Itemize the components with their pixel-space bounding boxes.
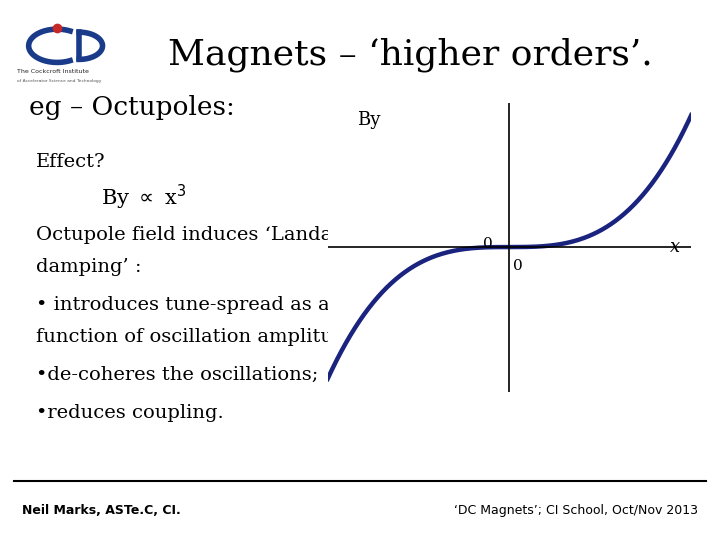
Text: By $\propto$ x$^3$: By $\propto$ x$^3$ (101, 183, 186, 212)
Text: • introduces tune-spread as a: • introduces tune-spread as a (36, 296, 330, 314)
Text: 0: 0 (483, 237, 493, 251)
Text: Octupole field induces ‘Landau: Octupole field induces ‘Landau (36, 226, 345, 244)
Text: x: x (670, 238, 680, 256)
Text: Magnets – ‘higher orders’.: Magnets – ‘higher orders’. (168, 38, 653, 72)
Text: ‘DC Magnets’; CI School, Oct/Nov 2013: ‘DC Magnets’; CI School, Oct/Nov 2013 (454, 504, 698, 517)
Text: of Accelerator Science and Technology: of Accelerator Science and Technology (17, 79, 102, 83)
Text: eg – Octupoles:: eg – Octupoles: (29, 96, 235, 120)
Text: Effect?: Effect? (36, 153, 106, 171)
Text: By: By (356, 111, 380, 129)
Text: function of oscillation amplitude;: function of oscillation amplitude; (36, 328, 364, 347)
Text: damping’ :: damping’ : (36, 258, 142, 276)
Text: Neil Marks, ASTe.C, CI.: Neil Marks, ASTe.C, CI. (22, 504, 180, 517)
Text: •reduces coupling.: •reduces coupling. (36, 404, 224, 422)
Text: •de-coheres the oscillations;: •de-coheres the oscillations; (36, 366, 318, 384)
Text: 0: 0 (513, 259, 523, 273)
Text: The Cockcroft Institute: The Cockcroft Institute (17, 69, 89, 74)
